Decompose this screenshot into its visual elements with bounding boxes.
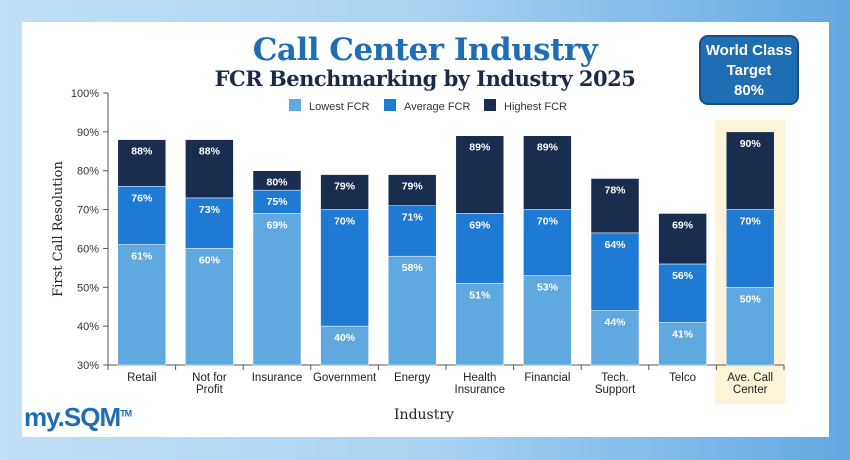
x-tick-label: Retail xyxy=(127,372,156,384)
y-tick-label: 30% xyxy=(77,360,99,372)
y-tick-label: 90% xyxy=(77,127,99,139)
target-line2: Target xyxy=(726,62,772,79)
bar-highest-fcr xyxy=(658,213,707,265)
data-label: 61% xyxy=(131,251,153,263)
x-tick-label: Center xyxy=(733,384,768,396)
x-tick-label: Government xyxy=(313,372,377,384)
data-label: 76% xyxy=(131,192,153,204)
data-label: 69% xyxy=(672,219,694,231)
bar-lowest-fcr xyxy=(320,325,369,366)
data-label: 53% xyxy=(537,282,559,294)
x-tick-label: Tech. xyxy=(601,372,629,384)
x-tick-label: Support xyxy=(595,384,636,396)
data-label: 70% xyxy=(334,216,356,228)
data-label: 89% xyxy=(537,142,559,154)
y-tick-label: 50% xyxy=(77,282,99,294)
x-tick-label: Health xyxy=(463,372,496,384)
bar-lowest-fcr xyxy=(523,275,572,366)
data-label: 88% xyxy=(199,146,221,158)
data-label: 41% xyxy=(672,328,694,340)
data-label: 73% xyxy=(199,204,221,216)
data-label: 40% xyxy=(334,332,356,344)
y-tick-label: 100% xyxy=(71,88,99,100)
x-axis-title: Industry xyxy=(394,407,454,423)
data-label: 79% xyxy=(334,181,356,193)
bar-highest-fcr xyxy=(387,174,437,206)
chart-subtitle: FCR Benchmarking by Industry 2025 xyxy=(214,66,636,91)
data-label: 64% xyxy=(604,239,626,251)
x-tick-label: Financial xyxy=(524,372,570,384)
y-tick-label: 60% xyxy=(77,243,99,255)
bar-average-fcr xyxy=(455,213,505,284)
bar-highest-fcr xyxy=(725,131,775,210)
data-label: 88% xyxy=(131,146,153,158)
data-label: 90% xyxy=(740,138,762,150)
bar-highest-fcr xyxy=(252,170,302,191)
data-label: 50% xyxy=(740,293,762,305)
data-label: 78% xyxy=(604,184,626,196)
data-label: 60% xyxy=(199,254,221,266)
y-tick-label: 70% xyxy=(77,205,99,217)
bar-average-fcr xyxy=(387,205,437,257)
y-tick-label: 80% xyxy=(77,166,99,178)
x-tick-label: Insurance xyxy=(455,384,506,396)
x-tick-label: Energy xyxy=(394,372,431,384)
y-axis-title: First Call Resolution xyxy=(51,161,66,297)
data-label: 51% xyxy=(469,289,491,301)
y-tick-label: 40% xyxy=(77,321,99,333)
bar-lowest-fcr xyxy=(725,287,775,366)
data-label: 70% xyxy=(740,216,762,228)
bar-highest-fcr xyxy=(590,178,640,234)
bar-highest-fcr xyxy=(523,135,572,210)
bar-lowest-fcr xyxy=(117,244,167,366)
x-tick-label: Telco xyxy=(669,372,696,384)
data-label: 80% xyxy=(266,177,288,189)
data-label: 89% xyxy=(469,142,491,154)
data-label: 70% xyxy=(537,216,559,228)
bar-lowest-fcr xyxy=(252,213,302,366)
x-tick-label: Insurance xyxy=(252,372,303,384)
bar-average-fcr xyxy=(320,209,369,327)
data-label: 56% xyxy=(672,270,694,282)
bar-highest-fcr xyxy=(320,174,369,210)
legend-label: Average FCR xyxy=(404,101,470,113)
data-label: 79% xyxy=(402,181,424,193)
legend-label: Lowest FCR xyxy=(309,101,370,113)
x-tick-label: Ave. Call xyxy=(727,372,773,384)
logo-tm: TM xyxy=(120,408,132,419)
target-value: 80% xyxy=(733,82,765,99)
data-label: 71% xyxy=(402,212,424,224)
legend-swatch xyxy=(289,99,301,111)
bar-average-fcr xyxy=(523,209,572,276)
data-label: 44% xyxy=(604,317,626,329)
bar-average-fcr xyxy=(590,232,640,311)
x-tick-label: Not for xyxy=(192,372,227,384)
logo-text: my.SQM xyxy=(24,402,121,432)
bar-highest-fcr xyxy=(455,135,505,214)
bar-average-fcr xyxy=(185,197,234,249)
data-label: 69% xyxy=(266,219,288,231)
x-tick-label: Profit xyxy=(196,384,224,396)
target-line1: World Class xyxy=(705,42,793,59)
bar-average-fcr xyxy=(658,263,707,323)
legend-swatch xyxy=(384,99,396,111)
bar-lowest-fcr xyxy=(185,248,234,366)
data-label: 75% xyxy=(266,196,288,208)
legend-swatch xyxy=(484,99,496,111)
bar-average-fcr xyxy=(117,186,167,245)
chart-title: Call Center Industry xyxy=(252,32,598,68)
world-class-target-box: World Class Target 80% xyxy=(699,35,799,105)
bar-highest-fcr xyxy=(185,139,234,199)
data-label: 58% xyxy=(402,262,424,274)
mysqm-logo: my.SQMTM xyxy=(24,402,132,433)
bar-highest-fcr xyxy=(117,139,167,187)
bar-average-fcr xyxy=(725,209,775,288)
bar-lowest-fcr xyxy=(387,255,437,366)
legend-label: Highest FCR xyxy=(504,101,567,113)
data-label: 69% xyxy=(469,219,491,231)
